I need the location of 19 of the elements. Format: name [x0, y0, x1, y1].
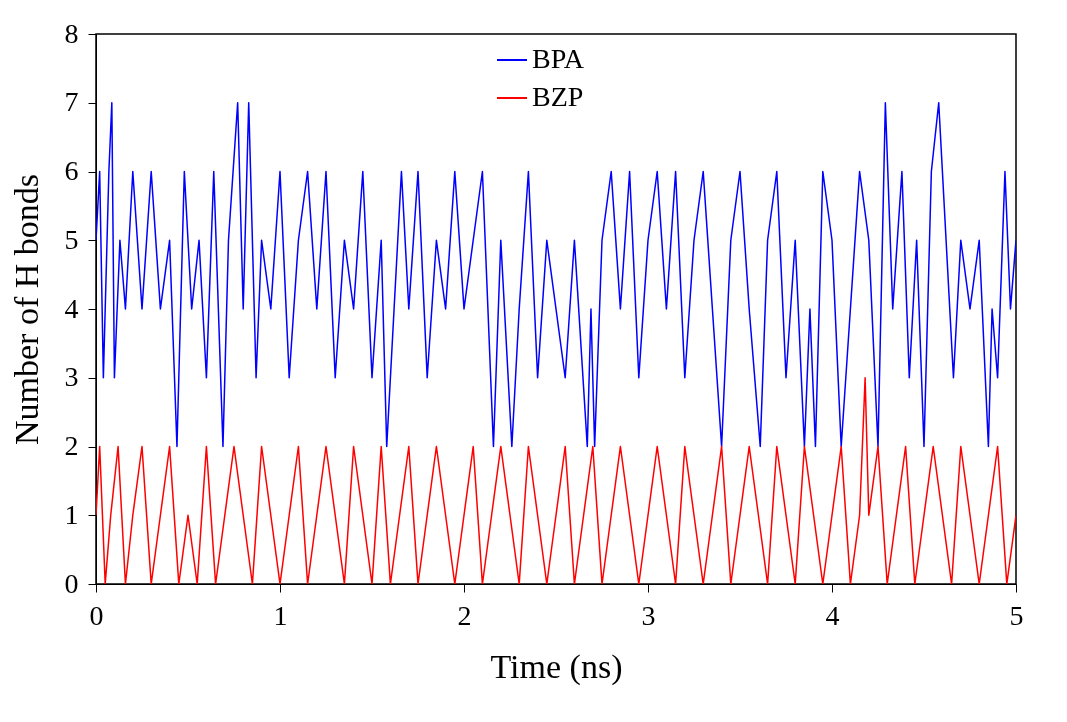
legend-label: BZP [532, 81, 584, 112]
y-tick-label: 0 [64, 567, 79, 599]
x-tick-label: 0 [89, 599, 104, 631]
y-tick-label: 8 [64, 17, 79, 49]
x-axis-title: Time (ns) [490, 647, 623, 686]
y-axis-title: Number of H bonds [7, 173, 45, 446]
y-tick-label: 3 [64, 361, 79, 393]
x-tick-label: 1 [273, 599, 288, 631]
y-tick-label: 7 [64, 86, 79, 118]
y-tick-label: 2 [64, 430, 79, 461]
x-tick-label: 2 [457, 599, 472, 631]
x-tick-label: 5 [1009, 599, 1024, 631]
legend-label: BPA [532, 43, 585, 74]
y-tick-label: 6 [64, 155, 79, 186]
x-tick-label: 4 [825, 599, 840, 631]
y-tick-label: 1 [64, 498, 79, 530]
y-tick-label: 5 [64, 223, 79, 255]
x-tick-label: 3 [641, 599, 656, 631]
y-tick-label: 4 [64, 292, 79, 324]
